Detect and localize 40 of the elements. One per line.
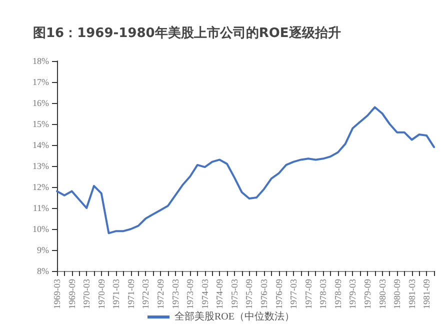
x-tick-label: 1972-03 [140,278,151,309]
y-tick-label: 17% [32,77,50,87]
x-tick-label: 1973-09 [185,278,196,309]
x-tick-label: 1977-09 [303,278,314,309]
x-tick-label: 1981-09 [422,278,432,309]
chart-title: 图16：1969-1980年美股上市公司的ROE逐级抬升 [33,25,341,41]
x-tick-label: 1980-03 [377,278,388,309]
x-tick-label: 1979-03 [348,278,358,309]
x-tick-label: 1970-03 [82,278,92,309]
x-tick-label: 1978-09 [332,278,343,309]
y-tick-label: 9% [37,245,50,255]
x-tick-label: 1974-09 [214,278,225,309]
x-tick-label: 1979-09 [362,278,372,309]
x-tick-label: 1981-03 [406,278,417,309]
x-tick-label: 1976-03 [258,278,269,309]
y-tick-label: 18% [32,56,50,66]
y-tick-label: 10% [32,224,50,234]
x-tick-label: 1972-09 [155,278,166,309]
x-tick-label: 1971-09 [126,278,136,309]
x-tick-label: 1971-03 [111,278,122,309]
x-tick-label: 1970-09 [96,278,106,309]
y-tick-label: 16% [32,98,50,108]
y-tick-label: 13% [32,161,50,171]
x-tick-label: 1977-03 [288,278,299,309]
x-tick-label: 1975-09 [244,278,254,309]
x-tick-label: 1973-03 [170,278,180,309]
x-tick-label: 1980-09 [392,278,402,309]
y-tick-label: 14% [32,140,50,150]
line-series [56,106,435,234]
y-tick-label: 11% [32,203,50,213]
y-tick-label: 12% [32,182,50,192]
legend-label: 全部美股ROE（中位数法） [174,310,294,322]
x-tick-label: 1969-09 [66,278,77,309]
x-tick-label: 1974-03 [200,278,210,309]
x-tick-label: 1969-03 [52,278,62,309]
x-tick-label: 1975-03 [229,278,240,309]
x-tick-label: 1978-03 [318,278,328,309]
x-tick-label: 1976-09 [274,278,284,309]
y-tick-label: 8% [37,266,50,276]
y-tick-label: 15% [32,119,50,129]
